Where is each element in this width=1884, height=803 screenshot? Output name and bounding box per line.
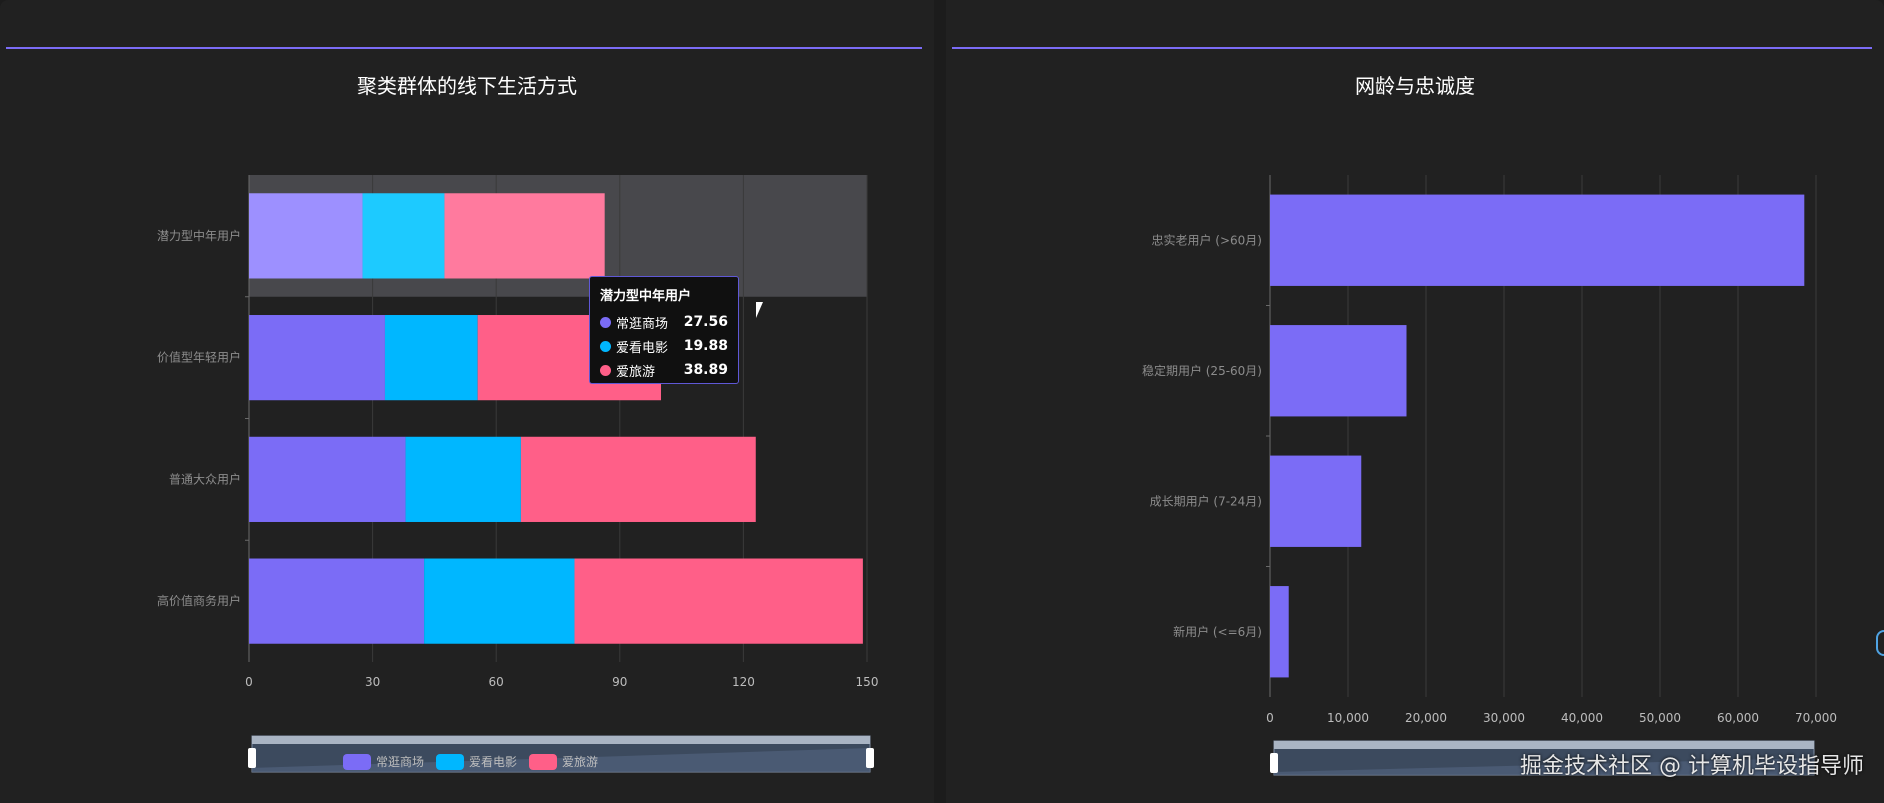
bar-segment[interactable] — [405, 436, 521, 522]
series-dot-icon — [600, 364, 611, 376]
left-chart-title: 聚类群体的线下生活方式 — [357, 74, 577, 98]
legend-label: 爱旅游 — [562, 755, 599, 769]
bar[interactable] — [1270, 455, 1362, 547]
x-tick-label: 20,000 — [1405, 711, 1447, 725]
x-tick-label: 70,000 — [1795, 711, 1837, 725]
bar-segment[interactable] — [424, 558, 575, 644]
tooltip-series-name: 爱旅游 — [616, 364, 656, 380]
x-tick-label: 60 — [489, 675, 504, 689]
tooltip-row: 爱旅游 38.89 — [600, 358, 728, 382]
tooltip-title: 潜力型中年用户 — [600, 289, 692, 304]
y-category-label: 稳定期用户 (25-60月) — [1142, 363, 1262, 378]
x-tick-label: 90 — [612, 675, 627, 689]
zoom-handle-left[interactable] — [248, 748, 256, 768]
watermark-text: 掘金技术社区 @ 计算机毕设指导师 — [1520, 754, 1864, 779]
mouse-cursor-icon — [756, 302, 770, 318]
x-tick-label: 30 — [365, 675, 380, 689]
bar-segment[interactable] — [249, 315, 385, 401]
x-tick-label: 0 — [245, 675, 253, 689]
x-tick-label: 120 — [732, 675, 755, 689]
bar[interactable] — [1270, 194, 1805, 286]
tooltip-row: 常逛商场 27.56 — [600, 310, 728, 334]
legend-label: 爱看电影 — [469, 755, 518, 769]
zoom-handle-right[interactable] — [866, 748, 874, 768]
legend-swatch — [436, 753, 465, 770]
tooltip-series-name: 常逛商场 — [616, 316, 669, 332]
tooltip-row: 爱看电影 19.88 — [600, 334, 728, 358]
bar-segment[interactable] — [384, 315, 478, 401]
series-dot-icon — [600, 316, 611, 328]
bar-segment[interactable] — [249, 558, 425, 644]
x-tick-label: 150 — [856, 675, 879, 689]
tooltip-series-value: 38.89 — [683, 362, 728, 378]
legend-item-movie[interactable]: 爱看电影 — [436, 753, 517, 770]
chart-tooltip: 潜力型中年用户 常逛商场 27.56 爱看电影 19.88 爱旅游 38.89 — [589, 276, 739, 384]
y-category-label: 成长期用户 (7-24月) — [1150, 493, 1262, 508]
scroll-indicator-icon — [1876, 630, 1884, 656]
x-tick-label: 0 — [1266, 711, 1274, 725]
bar-segment[interactable] — [249, 193, 363, 279]
tooltip-series-value: 27.56 — [683, 314, 728, 330]
legend-label: 常逛商场 — [376, 755, 425, 769]
zoom-slider-shadow — [252, 748, 870, 772]
legend-swatch — [343, 753, 371, 770]
left-chart-panel: 聚类群体的线下生活方式 0 30 60 90 120 150 潜力型中年用户 价值型年轻用户普… — [0, 0, 934, 803]
zoom-handle-left[interactable] — [1270, 753, 1278, 773]
tooltip-series-name: 爱看电影 — [616, 340, 669, 356]
legend-item-mall[interactable]: 常逛商场 — [343, 753, 424, 770]
bar-segment[interactable] — [574, 558, 863, 644]
right-accent-line — [952, 47, 1872, 49]
series-dot-icon — [600, 340, 611, 352]
bar-segment[interactable] — [249, 436, 406, 522]
bar[interactable] — [1270, 586, 1289, 678]
zoom-slider-top-bar[interactable] — [252, 736, 870, 744]
y-category-label: 价值型年轻用户 — [157, 350, 241, 365]
y-category-label: 新用户 (<=6月) — [1173, 624, 1262, 639]
bar-segment[interactable] — [362, 193, 445, 279]
y-category-label: 普通大众用户 — [169, 471, 241, 486]
right-chart-title: 网龄与忠诚度 — [1355, 74, 1475, 98]
y-category-label: 忠实老用户 (>60月) — [1151, 232, 1262, 247]
y-category-label: 高价值商务用户 — [157, 593, 241, 608]
zoom-slider-shadow — [1274, 758, 1814, 775]
bar[interactable] — [1270, 325, 1407, 417]
legend-swatch — [529, 753, 558, 770]
right-bar-chart[interactable]: 0 10,000 20,000 30,000 40,000 50,000 60,000 70,… — [946, 0, 1884, 803]
zoom-slider-top-bar[interactable] — [1274, 741, 1814, 749]
x-tick-label: 50,000 — [1639, 711, 1681, 725]
bar-segment[interactable] — [520, 436, 756, 522]
x-tick-label: 40,000 — [1561, 711, 1603, 725]
tooltip-series-value: 19.88 — [683, 338, 728, 354]
x-tick-label: 10,000 — [1327, 711, 1369, 725]
x-tick-label: 30,000 — [1483, 711, 1525, 725]
chart-legend: 常逛商场 爱看电影 爱旅游 — [343, 753, 598, 770]
legend-item-travel[interactable]: 爱旅游 — [529, 753, 598, 770]
y-category-label: 潜力型中年用户 — [157, 228, 241, 243]
left-accent-line — [6, 47, 922, 49]
right-chart-panel: 网龄与忠诚度 0 10,000 20,000 30,000 40,000 50,000 60… — [946, 0, 1884, 803]
x-tick-label: 60,000 — [1717, 711, 1759, 725]
bar-segment[interactable] — [444, 193, 605, 279]
